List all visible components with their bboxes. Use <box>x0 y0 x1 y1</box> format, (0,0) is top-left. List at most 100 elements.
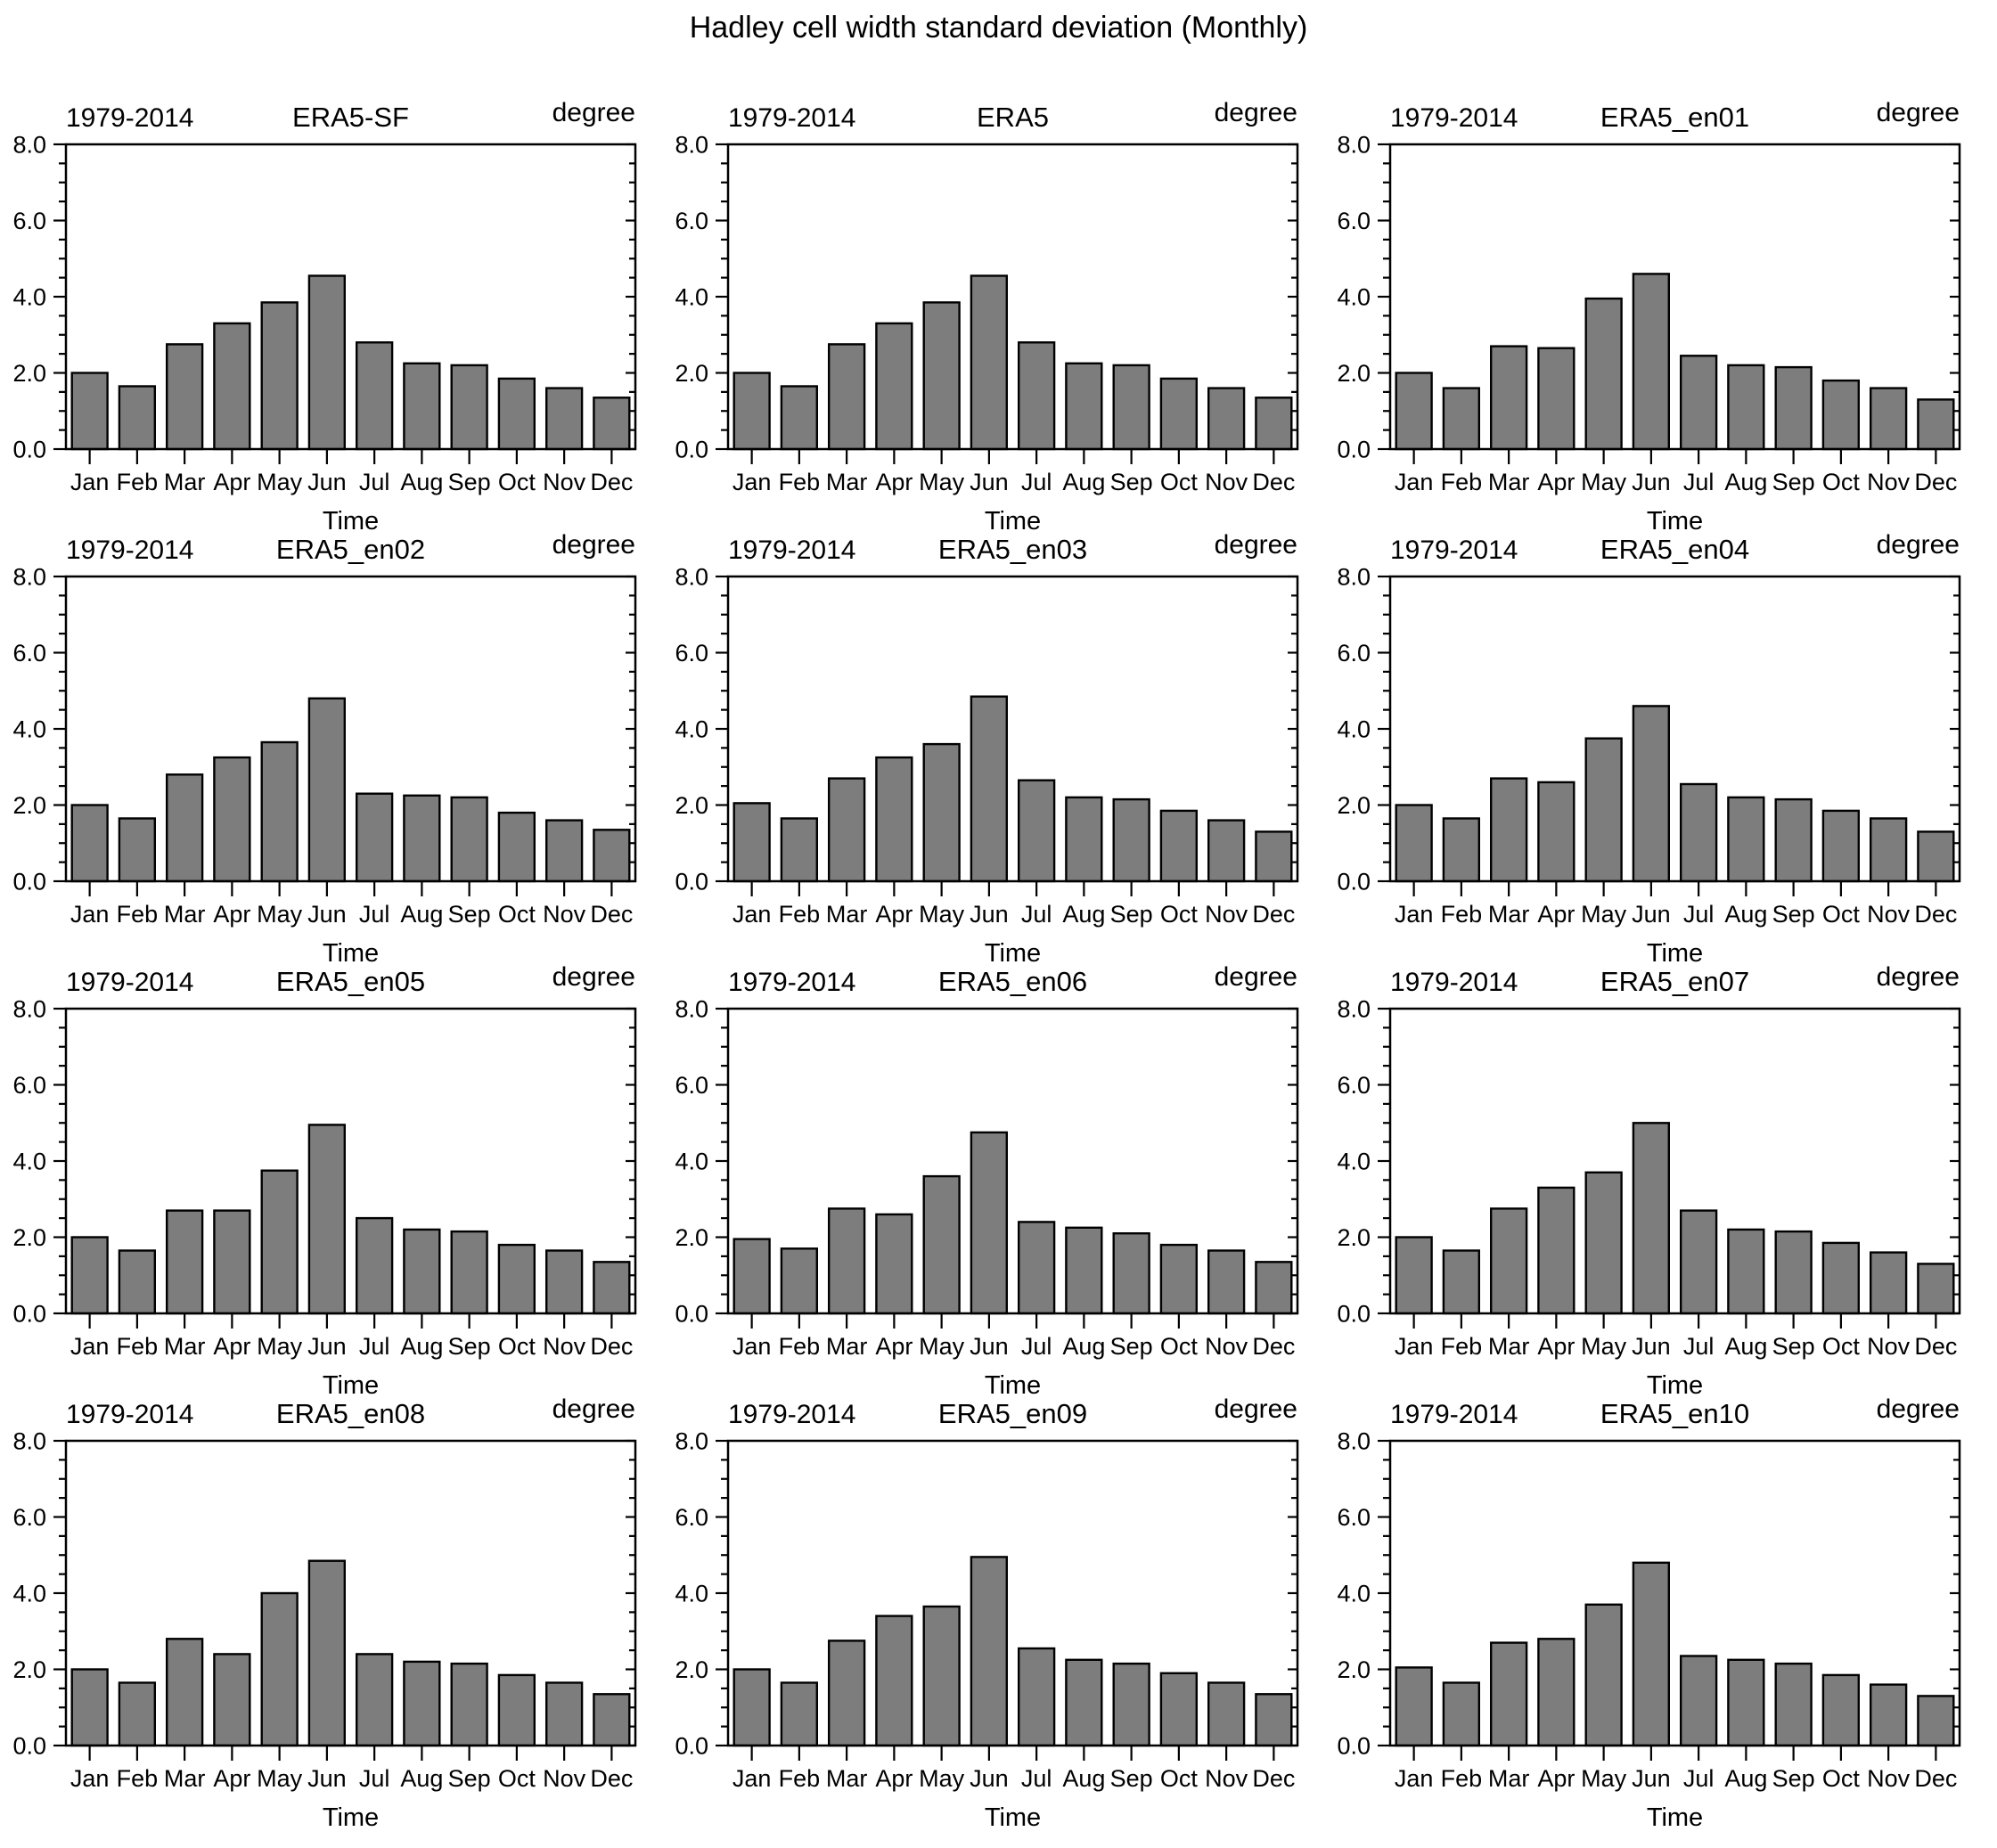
bar-Mar <box>165 773 204 883</box>
y-tick-label: 2.0 <box>675 1224 708 1251</box>
bar-Jun <box>307 274 346 451</box>
x-tick-label-Nov: Nov <box>1205 1765 1248 1792</box>
panel-ERA5_en08: 1979-2014 ERA5_en08 degree 0.0 2.0 4.0 6.0 8.0 J… <box>0 1359 662 1832</box>
x-tick-label-Dec: Dec <box>1914 469 1957 495</box>
y-tick-label: 2.0 <box>1337 792 1371 819</box>
bar-Dec <box>593 829 631 883</box>
bar-Jun <box>307 1124 346 1315</box>
x-tick-label-Jul: Jul <box>1021 901 1052 928</box>
bar-Apr <box>1537 1638 1576 1747</box>
x-tick-label-Nov: Nov <box>543 469 586 495</box>
x-tick-label-Sep: Sep <box>1772 901 1815 928</box>
bar-Aug <box>1727 1658 1765 1747</box>
x-tick-label-Jan: Jan <box>1395 901 1434 928</box>
panel-unit-label: degree <box>1877 1394 1960 1424</box>
x-tick-label-Aug: Aug <box>1062 1333 1105 1360</box>
y-tick-label: 6.0 <box>12 1072 46 1099</box>
bar-Apr <box>1537 1186 1576 1315</box>
bar-Feb <box>1442 1681 1480 1747</box>
x-tick-label-Aug: Aug <box>1062 469 1105 495</box>
bar-May <box>922 1605 961 1747</box>
y-tick-label: 4.0 <box>12 715 46 742</box>
bar-Nov <box>545 1681 584 1747</box>
bar-Apr <box>213 1653 251 1747</box>
x-tick-label-Sep: Sep <box>1110 469 1153 495</box>
x-tick-label-Jul: Jul <box>359 1333 390 1360</box>
x-tick-label-Jun: Jun <box>970 1333 1009 1360</box>
bar-Feb <box>118 1249 156 1315</box>
bar-chart-ERA5_en01: 1979-2014 ERA5_en01 degree 0.0 2.0 4.0 6.0 8.0 J… <box>1337 98 1961 536</box>
x-tick-label-Oct: Oct <box>1160 469 1199 495</box>
x-tick-label-Jul: Jul <box>1021 1765 1052 1792</box>
x-tick-label-Apr: Apr <box>213 901 250 928</box>
bar-Aug <box>1065 796 1103 883</box>
panel-title: ERA5_en06 <box>938 966 1087 997</box>
bar-Sep <box>1774 1230 1813 1315</box>
y-tick-label: 2.0 <box>675 360 708 387</box>
x-tick-label-Feb: Feb <box>117 901 159 928</box>
y-tick-label: 8.0 <box>1337 1427 1371 1454</box>
y-tick-label: 2.0 <box>12 360 46 387</box>
y-tick-label: 8.0 <box>1337 563 1371 590</box>
bar-May <box>1584 1603 1623 1747</box>
bar-Dec <box>1917 1263 1955 1315</box>
bar-Apr <box>875 1213 913 1315</box>
x-tick-label-Mar: Mar <box>1488 1333 1530 1360</box>
bar-Sep <box>1774 797 1813 883</box>
y-tick-label: 6.0 <box>675 640 708 666</box>
panel-ERA5: 1979-2014 ERA5 degree 0.0 2.0 4.0 6.0 8.0 Jan Feb… <box>662 62 1324 536</box>
x-tick-label-May: May <box>257 1765 303 1792</box>
y-tick-label: 6.0 <box>1337 208 1371 234</box>
bar-Jul <box>1680 1209 1718 1315</box>
bar-chart-ERA5: 1979-2014 ERA5 degree 0.0 2.0 4.0 6.0 8.0 Jan Feb… <box>675 98 1299 536</box>
bar-Oct <box>1159 377 1199 451</box>
bar-Sep <box>1112 1232 1150 1315</box>
bar-Mar <box>165 343 204 451</box>
x-tick-label-Jan: Jan <box>1395 1765 1434 1792</box>
panel-title: ERA5-SF <box>292 102 409 133</box>
panel-title: ERA5_en02 <box>276 534 425 565</box>
bar-Jul <box>1018 1221 1056 1315</box>
x-tick-label-Jul: Jul <box>1021 469 1052 495</box>
bar-chart-ERA5_en04: 1979-2014 ERA5_en04 degree 0.0 2.0 4.0 6.0 8.0 J… <box>1337 530 1961 968</box>
y-tick-label: 2.0 <box>675 792 708 819</box>
x-tick-label-Feb: Feb <box>117 1333 159 1360</box>
x-tick-label-May: May <box>257 469 303 495</box>
panel-title: ERA5_en08 <box>276 1398 425 1429</box>
y-tick-label: 2.0 <box>12 1656 46 1683</box>
x-tick-label-Dec: Dec <box>590 1765 633 1792</box>
x-tick-label-Mar: Mar <box>1488 1765 1530 1792</box>
x-tick-label-Jan: Jan <box>733 469 772 495</box>
y-tick-label: 0.0 <box>12 868 46 895</box>
y-tick-label: 4.0 <box>12 1148 46 1174</box>
x-tick-label-Sep: Sep <box>1110 1765 1153 1792</box>
bar-chart-ERA5_en05: 1979-2014 ERA5_en05 degree 0.0 2.0 4.0 6.0 8.0 J… <box>12 962 637 1400</box>
bar-Nov <box>1870 387 1908 451</box>
bar-Aug <box>403 1660 441 1747</box>
bar-May <box>260 740 299 883</box>
bar-Feb <box>118 1681 156 1747</box>
x-tick-label-Apr: Apr <box>875 1765 913 1792</box>
bar-Sep <box>450 1662 488 1747</box>
y-tick-label: 2.0 <box>12 792 46 819</box>
x-tick-label-Jul: Jul <box>1683 469 1715 495</box>
bar-Jul <box>1680 782 1718 883</box>
y-tick-label: 4.0 <box>675 715 708 742</box>
bar-Aug <box>1065 1658 1103 1747</box>
x-tick-label-Nov: Nov <box>1867 469 1911 495</box>
bar-Dec <box>1917 1695 1955 1747</box>
bar-Oct <box>1821 379 1861 451</box>
panel-period-label: 1979-2014 <box>66 536 193 565</box>
panel-ERA5_en10: 1979-2014 ERA5_en10 degree 0.0 2.0 4.0 6.0 8.0 J… <box>1324 1359 1986 1832</box>
x-tick-label-Feb: Feb <box>779 901 821 928</box>
x-tick-label-Feb: Feb <box>1441 1333 1483 1360</box>
x-tick-label-Jun: Jun <box>1632 469 1671 495</box>
x-tick-label-Mar: Mar <box>826 1765 868 1792</box>
x-tick-label-Jul: Jul <box>359 901 390 928</box>
x-tick-label-May: May <box>919 901 965 928</box>
y-tick-label: 4.0 <box>12 1580 46 1607</box>
bar-Sep <box>1112 364 1150 451</box>
bar-Feb <box>780 1681 818 1747</box>
y-tick-label: 6.0 <box>12 208 46 234</box>
panel-period-label: 1979-2014 <box>728 103 855 133</box>
